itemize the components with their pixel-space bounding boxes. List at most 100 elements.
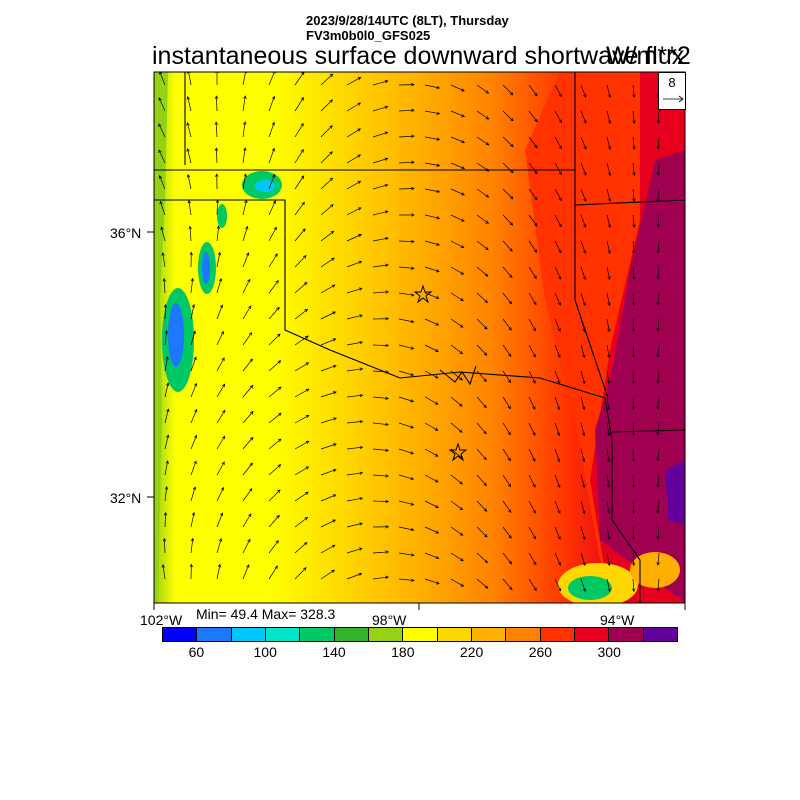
wind-arrow bbox=[606, 578, 611, 592]
wind-arrow-head bbox=[582, 536, 586, 541]
wind-arrow-head bbox=[632, 94, 636, 99]
cloud-patch bbox=[568, 576, 612, 600]
wind-arrow bbox=[554, 344, 561, 358]
wind-arrow-head bbox=[631, 380, 636, 385]
wind-arrow-head bbox=[459, 403, 463, 407]
wind-arrow bbox=[450, 448, 463, 459]
wind-arrow bbox=[164, 409, 169, 424]
wind-arrow-head bbox=[632, 276, 636, 281]
wind-arrow bbox=[476, 240, 489, 250]
wind-arrow-head bbox=[410, 476, 415, 481]
wind-arrow-head bbox=[411, 213, 415, 217]
wind-arrow bbox=[502, 422, 511, 435]
wind-arrow bbox=[398, 500, 414, 506]
wind-arrow-head bbox=[222, 409, 226, 414]
wind-arrow bbox=[268, 280, 279, 294]
wind-arrow-head bbox=[607, 588, 611, 593]
wind-arrow-head bbox=[186, 148, 190, 152]
wind-arrow-head bbox=[191, 303, 196, 308]
wind-arrow-head bbox=[582, 562, 586, 567]
wind-arrow bbox=[476, 552, 488, 563]
wind-arrow-head bbox=[249, 358, 253, 363]
wind-arrow bbox=[657, 344, 660, 358]
wind-arrow bbox=[158, 123, 166, 138]
wind-arrow-head bbox=[410, 372, 415, 377]
wind-arrow-head bbox=[656, 406, 660, 410]
wind-arrow bbox=[554, 422, 560, 436]
wind-arrow-head bbox=[222, 435, 226, 440]
wind-arrow bbox=[606, 552, 610, 566]
wind-arrow bbox=[580, 500, 585, 514]
wind-arrow bbox=[580, 344, 585, 358]
wind-arrow bbox=[606, 318, 610, 332]
wind-arrow-head bbox=[160, 226, 164, 231]
wind-arrow bbox=[554, 240, 562, 253]
wind-arrow bbox=[216, 564, 221, 580]
wind-arrow-head bbox=[607, 276, 611, 281]
wind-arrow-head bbox=[277, 360, 282, 364]
wind-arrow-head bbox=[532, 510, 536, 514]
wind-arrow-head bbox=[385, 396, 390, 400]
wind-arrow bbox=[424, 396, 439, 405]
wind-arrow-head bbox=[583, 94, 587, 98]
wind-arrow-head bbox=[507, 483, 512, 488]
wind-arrow bbox=[187, 122, 192, 138]
wind-arrow bbox=[554, 162, 562, 175]
lon-label-94w: 94°W bbox=[600, 612, 635, 628]
wind-arrow bbox=[580, 578, 586, 592]
wind-arrow-head bbox=[217, 563, 222, 568]
wind-arrow bbox=[450, 266, 464, 275]
wind-arrow bbox=[372, 158, 388, 164]
wind-arrow bbox=[632, 526, 635, 540]
lon-label-98w: 98°W bbox=[372, 612, 407, 628]
wind-arrow-head bbox=[158, 123, 162, 128]
wind-arrow-head bbox=[509, 117, 514, 122]
wind-arrow-head bbox=[607, 354, 611, 359]
wind-arrow-head bbox=[359, 445, 364, 450]
colorbar-segment bbox=[609, 628, 644, 641]
wind-arrow-head bbox=[583, 250, 587, 254]
wind-arrow-head bbox=[385, 474, 390, 478]
wind-arrow-head bbox=[558, 587, 562, 592]
wind-arrow bbox=[346, 102, 361, 112]
wind-arrow-head bbox=[221, 461, 225, 466]
wind-arrow bbox=[657, 448, 660, 462]
wind-arrow bbox=[190, 278, 194, 294]
wind-arrow bbox=[528, 396, 536, 410]
wind-arrow-head bbox=[632, 172, 636, 177]
wind-arrow-head bbox=[305, 491, 309, 495]
wind-arrow-head bbox=[193, 382, 198, 387]
wind-arrow bbox=[632, 578, 635, 592]
wind-arrow bbox=[554, 110, 562, 123]
wind-arrow bbox=[398, 161, 415, 164]
wind-arrow-head bbox=[276, 514, 280, 519]
wind-arrow-head bbox=[359, 314, 363, 318]
wind-arrow-head bbox=[557, 380, 561, 385]
colorbar bbox=[162, 627, 678, 642]
wind-arrow bbox=[606, 370, 610, 384]
map-title: instantaneous surface downward shortwave… bbox=[152, 42, 685, 70]
wind-arrow-head bbox=[221, 357, 225, 362]
wind-arrow-head bbox=[410, 425, 415, 429]
wind-arrow-head bbox=[332, 338, 337, 342]
lon-label-102w: 102°W bbox=[140, 612, 183, 628]
wind-arrow-head bbox=[582, 510, 586, 515]
wind-arrow-head bbox=[333, 391, 337, 395]
wind-arrow bbox=[606, 110, 611, 124]
wind-arrow bbox=[632, 448, 634, 462]
wind-arrow bbox=[268, 333, 281, 346]
wind-arrow-head bbox=[247, 538, 251, 543]
wind-arrow bbox=[372, 211, 388, 216]
wind-arrow bbox=[159, 175, 166, 190]
wind-arrow bbox=[372, 448, 389, 451]
wind-arrow-head bbox=[189, 563, 194, 568]
wind-arrow bbox=[320, 365, 337, 372]
wind-arrow-head bbox=[460, 297, 464, 302]
wind-arrow bbox=[424, 500, 439, 508]
wind-arrow-head bbox=[217, 251, 222, 256]
wind-arrow-head bbox=[631, 432, 636, 437]
wind-arrow bbox=[372, 422, 389, 425]
wind-arrow bbox=[450, 162, 465, 169]
wind-arrow bbox=[450, 552, 464, 562]
